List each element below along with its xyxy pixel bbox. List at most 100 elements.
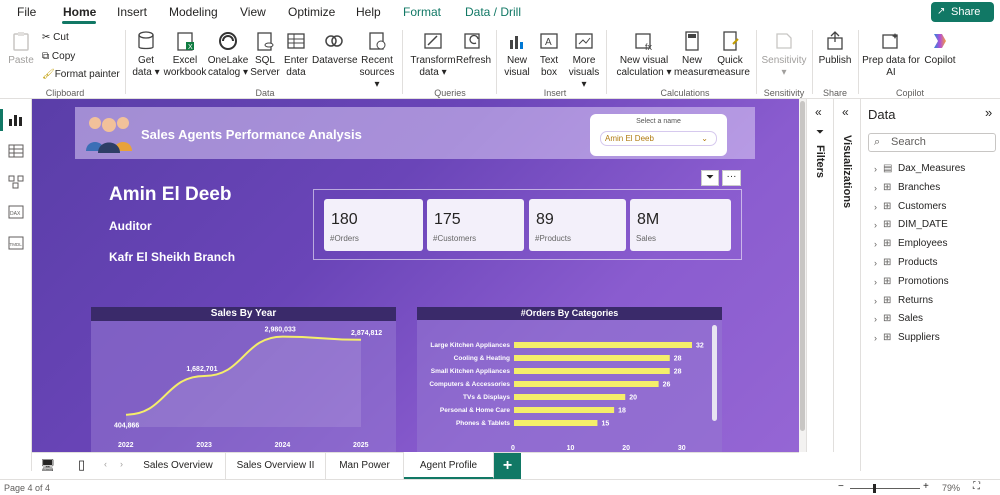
collapse-icon[interactable]: «: [815, 105, 822, 119]
expand-icon[interactable]: »: [985, 105, 993, 120]
new-visual-calculation-button[interactable]: fx New visual calculation ▾: [614, 30, 674, 79]
kpi-container-selection[interactable]: [313, 189, 742, 260]
tab-agent-profile[interactable]: Agent Profile: [404, 452, 494, 479]
copy-button[interactable]: ⧉ Copy: [42, 51, 75, 63]
chevron-right-icon[interactable]: ›: [874, 239, 877, 250]
menu-bar: File Home Insert Modeling View Optimize …: [0, 0, 1000, 24]
add-page-button[interactable]: +: [494, 453, 521, 479]
prev-page-icon[interactable]: ‹: [104, 459, 107, 469]
chevron-right-icon[interactable]: ›: [874, 314, 877, 325]
field-item-branches[interactable]: › ⊞ Branches: [874, 180, 940, 196]
chevron-right-icon[interactable]: ›: [874, 333, 877, 344]
refresh-button[interactable]: Refresh: [456, 30, 491, 67]
menu-help[interactable]: Help: [356, 5, 381, 19]
model-view-icon[interactable]: [8, 175, 24, 189]
menu-format[interactable]: Format: [403, 5, 442, 19]
menu-insert[interactable]: Insert: [117, 5, 148, 19]
publish-button[interactable]: Publish: [816, 30, 854, 67]
kpi-card-orders[interactable]: 180 #Orders: [324, 199, 423, 251]
menu-file[interactable]: File: [17, 5, 37, 19]
copilot-button[interactable]: Copilot: [922, 30, 958, 67]
chevron-right-icon[interactable]: ›: [874, 182, 877, 193]
chart-scrollbar[interactable]: [712, 325, 717, 421]
bar-value-label: 18: [618, 408, 626, 415]
tab-sales-overview-ii[interactable]: Sales Overview II: [226, 452, 326, 479]
onelake-button[interactable]: OneLake catalog ▾: [206, 30, 250, 79]
quick-measure-button[interactable]: Quick measure: [711, 30, 750, 79]
prep-data-ai-button[interactable]: Prep data for AI: [862, 30, 920, 79]
visualizations-pane[interactable]: « Visualizations: [833, 99, 860, 452]
orders-by-categories-chart[interactable]: #Orders By Categories Large Kitchen Appl…: [417, 307, 722, 452]
format-painter-button[interactable]: 🖌Format painter: [42, 69, 120, 81]
next-page-icon[interactable]: ›: [120, 459, 123, 469]
menu-modeling[interactable]: Modeling: [169, 5, 218, 19]
sql-server-button[interactable]: SQL Server: [250, 30, 280, 79]
chevron-right-icon[interactable]: ›: [874, 220, 877, 231]
zoom-in-icon[interactable]: +: [923, 481, 929, 492]
kpi-card-customers[interactable]: 175 #Customers: [427, 199, 524, 251]
chevron-right-icon[interactable]: ›: [874, 295, 877, 306]
table-view-icon[interactable]: [8, 144, 24, 158]
collapse-icon[interactable]: «: [842, 105, 849, 119]
kpi-card-sales[interactable]: 8M Sales: [630, 199, 731, 251]
table-icon: ⊞: [883, 294, 892, 306]
menu-optimize[interactable]: Optimize: [288, 5, 336, 19]
tab-man-power[interactable]: Man Power: [326, 452, 404, 479]
field-item-customers[interactable]: › ⊞ Customers: [874, 199, 946, 215]
field-item-promotions[interactable]: › ⊞ Promotions: [874, 274, 949, 290]
transform-data-button[interactable]: Transform data ▾: [410, 30, 456, 79]
field-item-employees[interactable]: › ⊞ Employees: [874, 236, 947, 252]
share-label: Share: [951, 6, 981, 18]
text-box-button[interactable]: A Text box: [535, 30, 563, 79]
search-input[interactable]: ⌕ Search: [868, 133, 996, 152]
sales-by-year-chart[interactable]: Sales By Year 404,866 2022 1,682,701 2023 2,…: [91, 307, 396, 452]
field-item-dim-date[interactable]: › ⊞ DIM_DATE: [874, 217, 948, 233]
menu-home[interactable]: Home: [63, 5, 97, 19]
active-tab-indicator: [62, 21, 96, 24]
get-data-button[interactable]: Get data ▾: [130, 30, 162, 79]
dax-query-view-icon[interactable]: DAX: [8, 205, 24, 219]
new-measure-button[interactable]: New measure: [674, 30, 713, 79]
new-visual-button[interactable]: New visual: [502, 30, 532, 79]
calculations-group-label: Calculations: [660, 88, 710, 98]
field-item-sales[interactable]: › ⊞ Sales: [874, 311, 923, 327]
slicer-dropdown[interactable]: Amin El Deeb ⌄: [600, 131, 717, 146]
sensitivity-button[interactable]: Sensitivity ▾: [760, 30, 808, 79]
paste-button[interactable]: Paste: [6, 30, 36, 67]
chevron-right-icon[interactable]: ›: [874, 258, 877, 268]
recent-sources-button[interactable]: Recent sources ▾: [356, 30, 398, 91]
zoom-slider[interactable]: [850, 488, 920, 489]
tab-sales-overview[interactable]: Sales Overview: [131, 452, 226, 479]
chevron-right-icon[interactable]: ›: [874, 164, 877, 174]
zoom-slider-thumb[interactable]: [873, 484, 876, 493]
scrollbar-thumb[interactable]: [800, 101, 805, 431]
kpi-card-products[interactable]: 89 #Products: [529, 199, 626, 251]
mobile-view-icon[interactable]: ▯: [78, 457, 86, 472]
canvas-scrollbar[interactable]: [799, 99, 806, 452]
menu-data-drill[interactable]: Data / Drill: [465, 5, 522, 19]
report-view-icon[interactable]: [8, 113, 24, 127]
name-slicer[interactable]: Select a name Amin El Deeb ⌄: [590, 114, 727, 156]
more-visuals-button[interactable]: More visuals ▾: [566, 30, 602, 91]
filter-icon[interactable]: ⏷: [701, 170, 719, 186]
enter-data-button[interactable]: Enter data: [282, 30, 310, 79]
table-icon: ⊞: [883, 332, 892, 344]
share-button[interactable]: ↗ Share: [931, 2, 994, 22]
field-item-products[interactable]: › ⊞ Products: [874, 255, 937, 271]
desktop-view-icon[interactable]: 🖥: [40, 458, 56, 472]
field-item-returns[interactable]: › ⊞ Returns: [874, 293, 933, 309]
chevron-right-icon[interactable]: ›: [874, 276, 877, 287]
more-options-icon[interactable]: ···: [722, 170, 741, 186]
cut-button[interactable]: ✂ Cut: [42, 32, 69, 44]
measure-table-icon: ▤: [883, 163, 893, 174]
tmdl-view-icon[interactable]: TMDL: [8, 236, 24, 250]
excel-button[interactable]: X Excel workbook: [163, 30, 207, 79]
fit-to-page-icon[interactable]: ⛶: [973, 481, 980, 492]
menu-view[interactable]: View: [240, 5, 266, 19]
field-item-dax-measures[interactable]: › ▤ Dax_Measures: [874, 161, 965, 177]
filters-pane[interactable]: « ⏷ Filters: [806, 99, 833, 452]
zoom-out-icon[interactable]: −: [838, 481, 844, 492]
chevron-right-icon[interactable]: ›: [874, 201, 877, 212]
field-item-suppliers[interactable]: › ⊞ Suppliers: [874, 330, 940, 346]
dataverse-button[interactable]: Dataverse: [312, 30, 358, 67]
